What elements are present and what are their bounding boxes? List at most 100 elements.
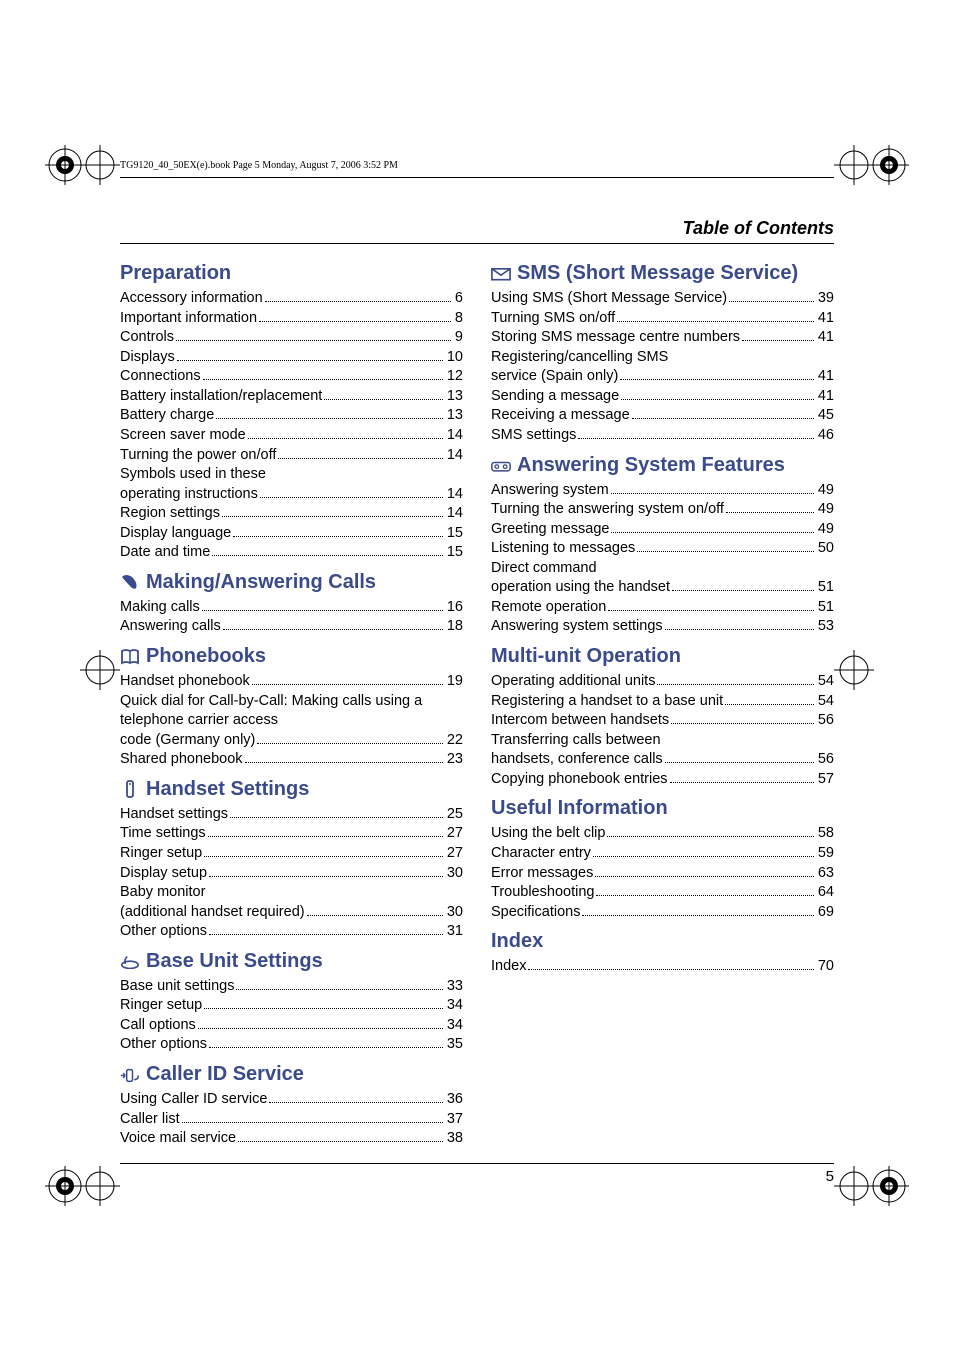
toc-leader-dots [670,782,814,783]
page-body: TG9120_40_50EX(e).book Page 5 Monday, Au… [120,160,834,1191]
toc-leader-dots [182,1122,443,1123]
toc-entry-label: Transferring calls between [491,731,834,751]
toc-entry-label: Answering system [491,481,609,501]
section-title: Making/Answering Calls [120,571,463,594]
toc-entry: Accessory information 6 [120,289,463,309]
toc-entry-label: handsets, conference calls [491,750,663,770]
crop-mark-tl [80,145,120,185]
toc-entry-page: 31 [447,922,463,942]
crop-mark-bl [80,1166,120,1206]
toc-entry-page: 34 [447,1016,463,1036]
base-icon [120,952,140,970]
toc-leader-dots [230,817,443,818]
toc-entry: Intercom between handsets 56 [491,711,834,731]
toc-entry-label: operation using the handset [491,578,670,598]
toc-entry-page: 10 [447,348,463,368]
toc-leader-dots [620,379,814,380]
toc-leader-dots [578,438,813,439]
toc-entry-page: 15 [447,543,463,563]
crop-mark-tr [834,145,874,185]
toc-entry-label: service (Spain only) [491,367,618,387]
toc-entry-page: 49 [818,481,834,501]
toc-entry: Using the belt clip58 [491,824,834,844]
phone-icon [120,573,140,591]
toc-entry-page: 54 [818,692,834,712]
toc-entry-page: 56 [818,711,834,731]
toc-entry-label: Call options [120,1016,196,1036]
toc-entry: Base unit settings33 [120,977,463,997]
toc-right-column: SMS (Short Message Service) Using SMS (Sh… [491,254,834,1149]
toc-entry: Date and time15 [120,543,463,563]
toc-leader-dots [204,856,443,857]
toc-entry-label: Intercom between handsets [491,711,669,731]
toc-columns: PreparationAccessory information6Importa… [120,254,834,1149]
toc-entry: Error messages63 [491,864,834,884]
toc-leader-dots [725,704,814,705]
toc-entry: Answering calls18 [120,617,463,637]
toc-leader-dots [729,301,814,302]
toc-entry-page: 6 [455,289,463,309]
toc-entry: Battery charge13 [120,406,463,426]
toc-entry-page: 14 [447,485,463,505]
toc-entry-label: (additional handset required) [120,903,305,923]
crop-mark-ml [80,650,120,690]
tape-icon [491,456,511,474]
toc-entry: Operating additional units 54 [491,672,834,692]
toc-leader-dots [582,915,813,916]
toc-entry-label: Base unit settings [120,977,234,997]
toc-entry: Important information8 [120,309,463,329]
toc-entry: Turning the power on/off14 [120,446,463,466]
toc-entry-label: operating instructions [120,485,258,505]
toc-leader-dots [593,856,814,857]
toc-leader-dots [222,516,443,517]
toc-entry-label: Greeting message [491,520,609,540]
toc-leader-dots [632,418,814,419]
toc-leader-dots [202,610,443,611]
toc-entry: Answering system settings53 [491,617,834,637]
toc-entry-page: 35 [447,1035,463,1055]
toc-entry-label: Using the belt clip [491,824,605,844]
toc-leader-dots [204,1008,443,1009]
toc-entry: Answering system 49 [491,481,834,501]
toc-entry-page: 41 [818,309,834,329]
toc-entry: Controls9 [120,328,463,348]
toc-leader-dots [223,629,443,630]
toc-leader-dots [608,610,814,611]
registration-target-bl [45,1166,85,1206]
toc-entry-label: Copying phonebook entries [491,770,668,790]
toc-leader-dots [278,458,442,459]
toc-entry: Displays10 [120,348,463,368]
toc-entry: Sending a message41 [491,387,834,407]
toc-leader-dots [265,301,451,302]
toc-leader-dots [257,743,442,744]
toc-entry-label: Region settings [120,504,220,524]
toc-entry-label: code (Germany only) [120,731,255,751]
toc-entry-label: Direct command [491,559,834,579]
toc-entry: Connections12 [120,367,463,387]
toc-entry-page: 54 [818,672,834,692]
section-title: Answering System Features [491,454,834,477]
toc-entry-page: 27 [447,844,463,864]
toc-entry-page: 46 [818,426,834,446]
toc-entry-label: Accessory information [120,289,263,309]
toc-entry-label: Using SMS (Short Message Service) [491,289,727,309]
section-title: SMS (Short Message Service) [491,262,834,285]
toc-entry: Handset settings25 [120,805,463,825]
toc-leader-dots [665,762,814,763]
toc-leader-dots [248,438,443,439]
toc-entry-page: 38 [447,1129,463,1149]
toc-entry-label: Error messages [491,864,593,884]
toc-entry-page: 25 [447,805,463,825]
toc-entry-label: Battery installation/replacement [120,387,322,407]
section-title-text: Making/Answering Calls [146,571,376,594]
toc-entry-page: 14 [447,504,463,524]
section-title: Index [491,930,834,953]
toc-entry-page: 13 [447,387,463,407]
toc-entry: Battery installation/replacement 13 [120,387,463,407]
header-rule [120,177,834,178]
toc-leader-dots [671,723,814,724]
toc-entry-label: Operating additional units [491,672,655,692]
toc-entry: Greeting message49 [491,520,834,540]
toc-entry-page: 30 [447,864,463,884]
toc-leader-dots [528,969,813,970]
